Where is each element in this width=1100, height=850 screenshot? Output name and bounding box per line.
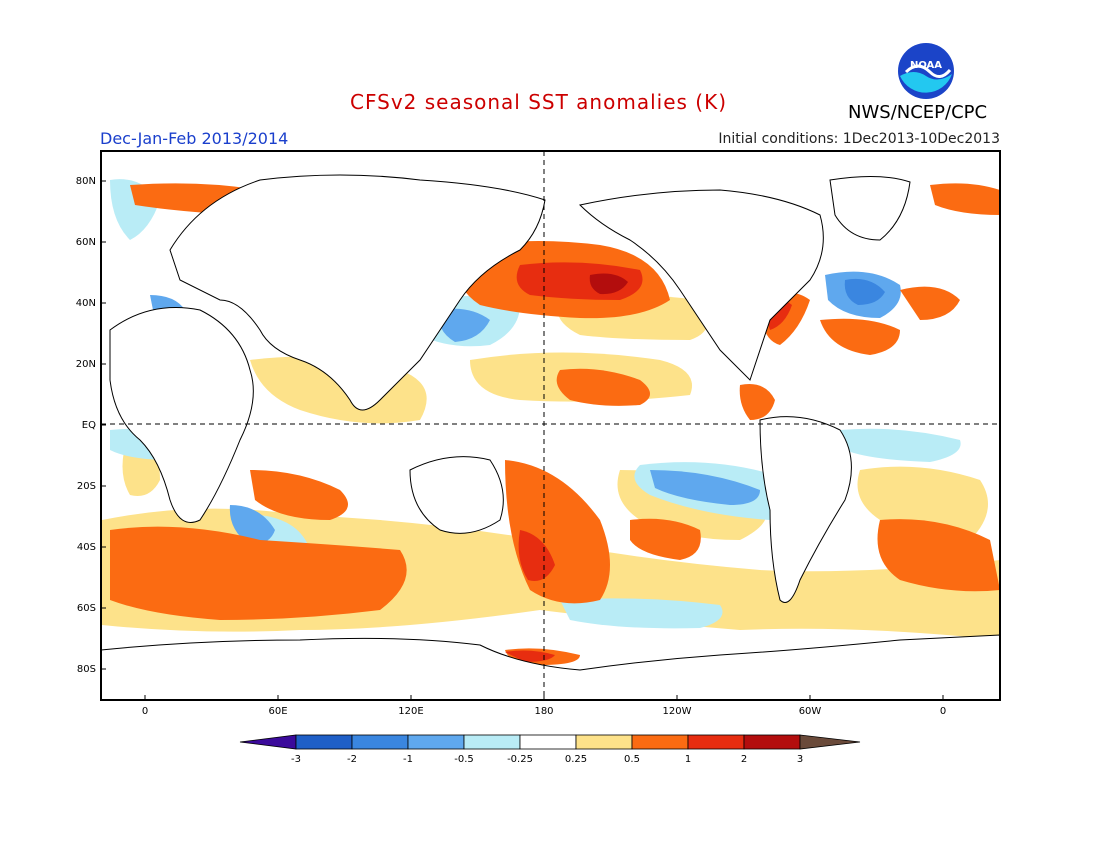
coastlines xyxy=(101,174,1000,700)
lat-label: 40S xyxy=(77,542,96,553)
lon-label: 60E xyxy=(268,706,287,717)
africa-outline xyxy=(109,307,254,523)
lat-label: 60S xyxy=(77,603,96,614)
lon-label: 180 xyxy=(534,706,553,717)
noaa-logo: NOAA xyxy=(898,43,954,99)
map-title: CFSv2 seasonal SST anomalies (K) xyxy=(350,90,727,114)
noaa-logo-text: NOAA xyxy=(910,60,942,71)
initial-conditions-label: Initial conditions: 1Dec2013-10Dec2013 xyxy=(718,131,1000,147)
lat-label: 40N xyxy=(76,298,96,309)
colorbar-label: 2 xyxy=(741,754,747,765)
colorbar-label: 1 xyxy=(685,754,691,765)
colorbar-swatch xyxy=(351,734,409,750)
colorbar-label: 0.5 xyxy=(624,754,640,765)
colorbar-swatch xyxy=(407,734,465,750)
season-label: Dec-Jan-Feb 2013/2014 xyxy=(100,129,289,148)
colorbar-swatch xyxy=(463,734,521,750)
colorbar-swatch xyxy=(519,734,577,750)
latitude-axis: 80N 60N 40N 20N EQ 20S 40S 60S 80S xyxy=(76,176,96,675)
longitude-ticks xyxy=(144,695,944,700)
colorbar-swatch xyxy=(687,734,745,750)
australia-outline xyxy=(409,456,504,534)
eurasia-outline xyxy=(169,174,546,411)
colorbar xyxy=(239,734,861,750)
longitude-axis: 0 60E 120E 180 120W 60W 0 xyxy=(142,706,946,717)
lon-label: 60W xyxy=(799,706,822,717)
lat-label: 80N xyxy=(76,176,96,187)
colorbar-swatch xyxy=(631,734,689,750)
colorbar-swatch xyxy=(295,734,353,750)
colorbar-label: -0.25 xyxy=(507,754,533,765)
lat-label: 20S xyxy=(77,481,96,492)
antarctica-outline xyxy=(101,634,1000,700)
colorbar-label: 3 xyxy=(797,754,803,765)
south-america-outline xyxy=(759,416,852,603)
lat-label: 60N xyxy=(76,237,96,248)
north-america-outline xyxy=(578,189,824,381)
lat-label: EQ xyxy=(82,420,96,431)
colorbar-label: -3 xyxy=(291,754,301,765)
lat-label: 20N xyxy=(76,359,96,370)
agency-label: NWS/NCEP/CPC xyxy=(848,102,988,123)
colorbar-swatch xyxy=(743,734,801,750)
colorbar-label: -2 xyxy=(347,754,357,765)
colorbar-label: -0.5 xyxy=(454,754,474,765)
lon-label: 120W xyxy=(663,706,692,717)
lon-label: 0 xyxy=(142,706,148,717)
greenland-outline xyxy=(829,175,911,241)
lat-label: 80S xyxy=(77,664,96,675)
latitude-ticks xyxy=(101,180,106,670)
colorbar-label: -1 xyxy=(403,754,413,765)
colorbar-swatch-lt-neg3 xyxy=(239,734,297,750)
anomaly-band-05-1 xyxy=(110,183,1000,665)
lon-label: 120E xyxy=(398,706,423,717)
colorbar-labels: -3 -2 -1 -0.5 -0.25 0.25 0.5 1 2 3 xyxy=(291,754,803,765)
lon-label: 0 xyxy=(940,706,946,717)
anomaly-band-2-3 xyxy=(589,273,628,295)
colorbar-swatch xyxy=(575,734,633,750)
colorbar-swatch-gt-3 xyxy=(799,734,861,750)
colorbar-label: 0.25 xyxy=(565,754,587,765)
